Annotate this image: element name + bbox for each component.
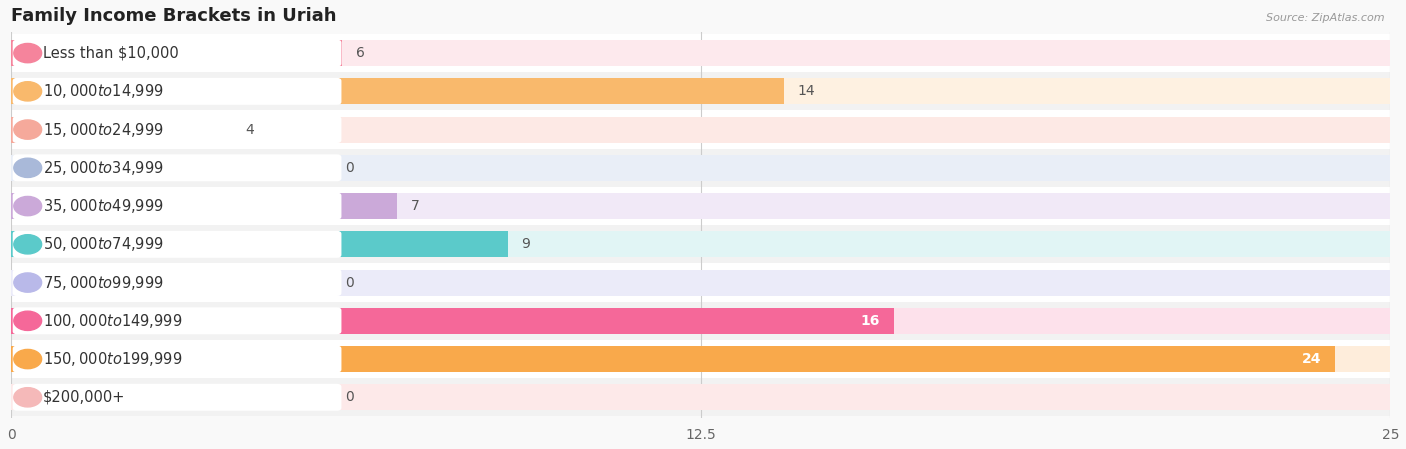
Bar	[11, 346, 1391, 372]
Circle shape	[14, 311, 42, 330]
Text: 24: 24	[1302, 352, 1322, 366]
Text: 7: 7	[411, 199, 420, 213]
Text: 0: 0	[344, 161, 354, 175]
Circle shape	[14, 387, 42, 407]
Bar	[11, 384, 1391, 410]
Bar	[11, 40, 1391, 66]
Circle shape	[14, 235, 42, 254]
FancyBboxPatch shape	[13, 269, 342, 296]
FancyBboxPatch shape	[13, 154, 342, 181]
Text: $200,000+: $200,000+	[44, 390, 125, 405]
Bar	[11, 187, 1391, 225]
Text: $25,000 to $34,999: $25,000 to $34,999	[44, 159, 165, 177]
Text: Source: ZipAtlas.com: Source: ZipAtlas.com	[1267, 13, 1385, 23]
Text: $75,000 to $99,999: $75,000 to $99,999	[44, 273, 165, 291]
Bar	[11, 225, 1391, 264]
Circle shape	[14, 349, 42, 369]
Text: $50,000 to $74,999: $50,000 to $74,999	[44, 235, 165, 253]
Bar	[11, 110, 1391, 149]
Text: 4: 4	[246, 123, 254, 136]
Text: $100,000 to $149,999: $100,000 to $149,999	[44, 312, 183, 330]
FancyBboxPatch shape	[13, 40, 342, 66]
Text: 9: 9	[522, 238, 530, 251]
Text: 0: 0	[344, 390, 354, 404]
Circle shape	[14, 82, 42, 101]
Bar	[11, 78, 1391, 104]
Bar	[11, 346, 1336, 372]
Circle shape	[14, 120, 42, 139]
Bar	[11, 269, 1391, 295]
Bar	[11, 117, 232, 143]
Text: $35,000 to $49,999: $35,000 to $49,999	[44, 197, 165, 215]
Bar	[11, 149, 1391, 187]
Text: $10,000 to $14,999: $10,000 to $14,999	[44, 82, 165, 100]
Bar	[11, 378, 1391, 416]
Text: $15,000 to $24,999: $15,000 to $24,999	[44, 121, 165, 139]
FancyBboxPatch shape	[13, 384, 342, 411]
Text: 6: 6	[356, 46, 366, 60]
Bar	[11, 264, 1391, 302]
Bar	[11, 231, 1391, 257]
Bar	[11, 193, 1391, 219]
Circle shape	[14, 158, 42, 177]
FancyBboxPatch shape	[13, 346, 342, 373]
Bar	[11, 40, 342, 66]
Text: Family Income Brackets in Uriah: Family Income Brackets in Uriah	[11, 7, 337, 25]
Text: 0: 0	[344, 276, 354, 290]
Bar	[11, 72, 1391, 110]
Bar	[11, 231, 508, 257]
FancyBboxPatch shape	[13, 116, 342, 143]
Bar	[11, 117, 1391, 143]
FancyBboxPatch shape	[13, 193, 342, 220]
Text: 14: 14	[797, 84, 815, 98]
FancyBboxPatch shape	[13, 308, 342, 334]
Bar	[11, 155, 1391, 181]
Text: $150,000 to $199,999: $150,000 to $199,999	[44, 350, 183, 368]
Bar	[11, 78, 783, 104]
Circle shape	[14, 196, 42, 216]
Bar	[11, 302, 1391, 340]
FancyBboxPatch shape	[13, 231, 342, 258]
Bar	[11, 193, 398, 219]
Bar	[11, 34, 1391, 72]
FancyBboxPatch shape	[13, 78, 342, 105]
Circle shape	[14, 44, 42, 63]
Bar	[11, 308, 894, 334]
Bar	[11, 308, 1391, 334]
Circle shape	[14, 273, 42, 292]
Text: Less than $10,000: Less than $10,000	[44, 46, 179, 61]
Text: 16: 16	[860, 314, 880, 328]
Bar	[11, 340, 1391, 378]
